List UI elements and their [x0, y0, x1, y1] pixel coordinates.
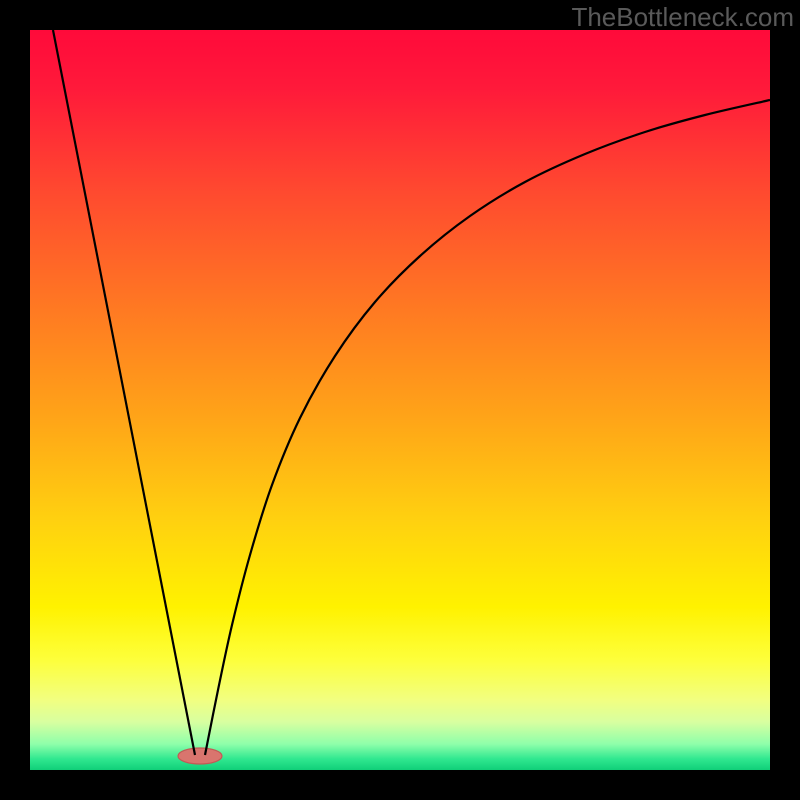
gradient-background: [30, 30, 770, 770]
watermark-text: TheBottleneck.com: [571, 2, 794, 33]
chart-svg: [30, 30, 770, 770]
dip-marker: [178, 748, 222, 764]
plot-area: [30, 30, 770, 770]
